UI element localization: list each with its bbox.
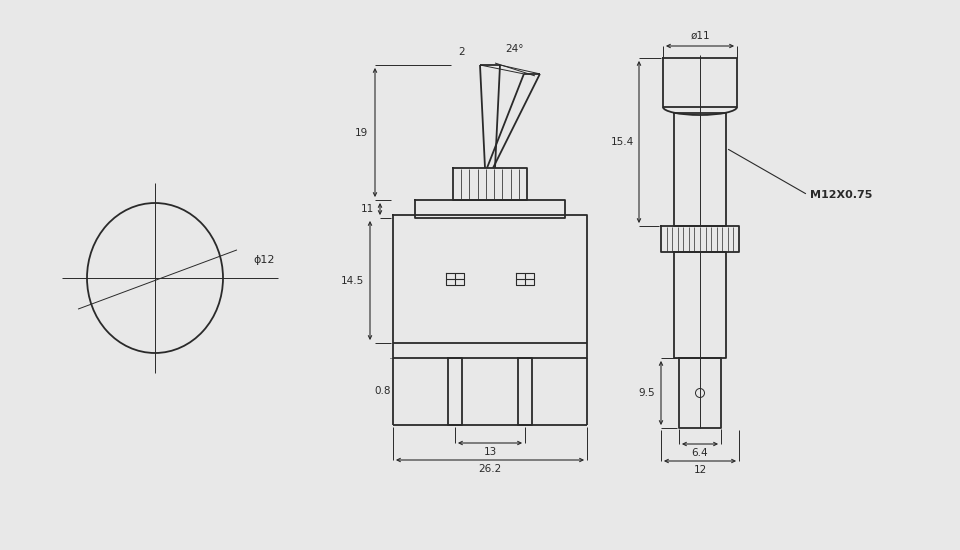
Text: 12: 12: [693, 465, 707, 475]
Text: 19: 19: [354, 128, 368, 138]
Text: 26.2: 26.2: [478, 464, 502, 474]
Text: 9.5: 9.5: [638, 388, 656, 398]
Text: 0.8: 0.8: [374, 387, 392, 397]
Text: 14.5: 14.5: [341, 276, 364, 285]
Text: 6.4: 6.4: [692, 448, 708, 458]
Text: 24°: 24°: [506, 44, 524, 54]
Text: ϕ12: ϕ12: [253, 255, 275, 265]
Text: 15.4: 15.4: [611, 137, 634, 147]
Text: 2: 2: [459, 47, 466, 57]
Text: 11: 11: [360, 204, 373, 214]
Text: M12X0.75: M12X0.75: [810, 190, 873, 200]
Text: 13: 13: [484, 447, 496, 457]
Text: ø11: ø11: [690, 31, 709, 41]
